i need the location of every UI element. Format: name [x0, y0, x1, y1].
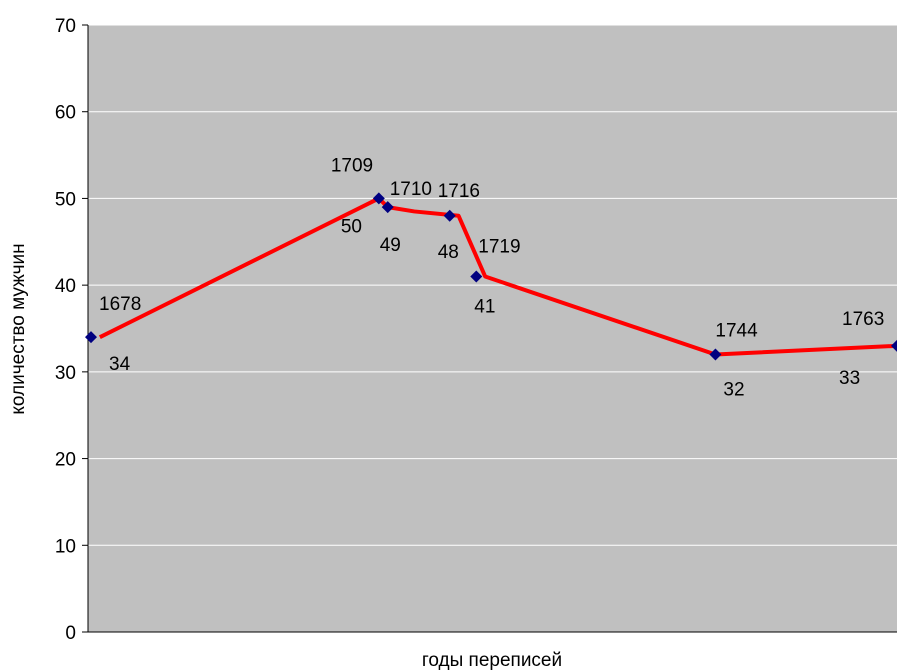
y-tick-label: 0	[65, 623, 76, 644]
y-tick-label: 60	[55, 103, 76, 124]
gridlines	[88, 24, 897, 546]
y-tick-label: 70	[55, 16, 76, 37]
y-axis-title: количество мужчин	[8, 243, 29, 414]
value-label: 34	[109, 354, 131, 375]
year-label: 1678	[99, 294, 141, 315]
year-label: 1709	[331, 155, 373, 176]
y-tick-label: 40	[55, 276, 76, 297]
value-label: 41	[474, 296, 495, 317]
data-point-marker	[372, 192, 385, 205]
data-point-marker	[470, 270, 483, 283]
data-point-marker	[709, 348, 722, 361]
plot-area	[88, 25, 897, 632]
y-tick-label: 20	[55, 450, 76, 471]
x-axis-title: годы переписей	[422, 650, 562, 671]
data-point-marker	[85, 331, 97, 344]
value-label: 50	[341, 216, 362, 237]
value-label: 32	[723, 380, 744, 401]
y-tick-label: 30	[55, 363, 76, 384]
year-label: 1710	[390, 179, 432, 200]
data-point-marker	[381, 201, 394, 214]
value-label: 33	[839, 368, 860, 389]
value-label: 48	[438, 242, 459, 263]
data-point-marker	[443, 209, 456, 222]
year-label: 1719	[478, 236, 520, 257]
y-tick-label: 10	[55, 536, 76, 557]
year-label: 1763	[842, 309, 884, 330]
markers	[85, 192, 897, 361]
year-label: 1744	[715, 321, 758, 342]
y-tick-label: 50	[55, 189, 76, 210]
point-labels: 1678 34 1709 50 1710 49 1716 48 1719 41 1744 32 1763…	[99, 155, 884, 400]
y-axis: 0 10 20 30 40 50 60 70	[55, 16, 89, 644]
data-point-marker	[891, 339, 897, 352]
value-label: 49	[380, 235, 401, 256]
year-label: 1716	[438, 181, 480, 202]
